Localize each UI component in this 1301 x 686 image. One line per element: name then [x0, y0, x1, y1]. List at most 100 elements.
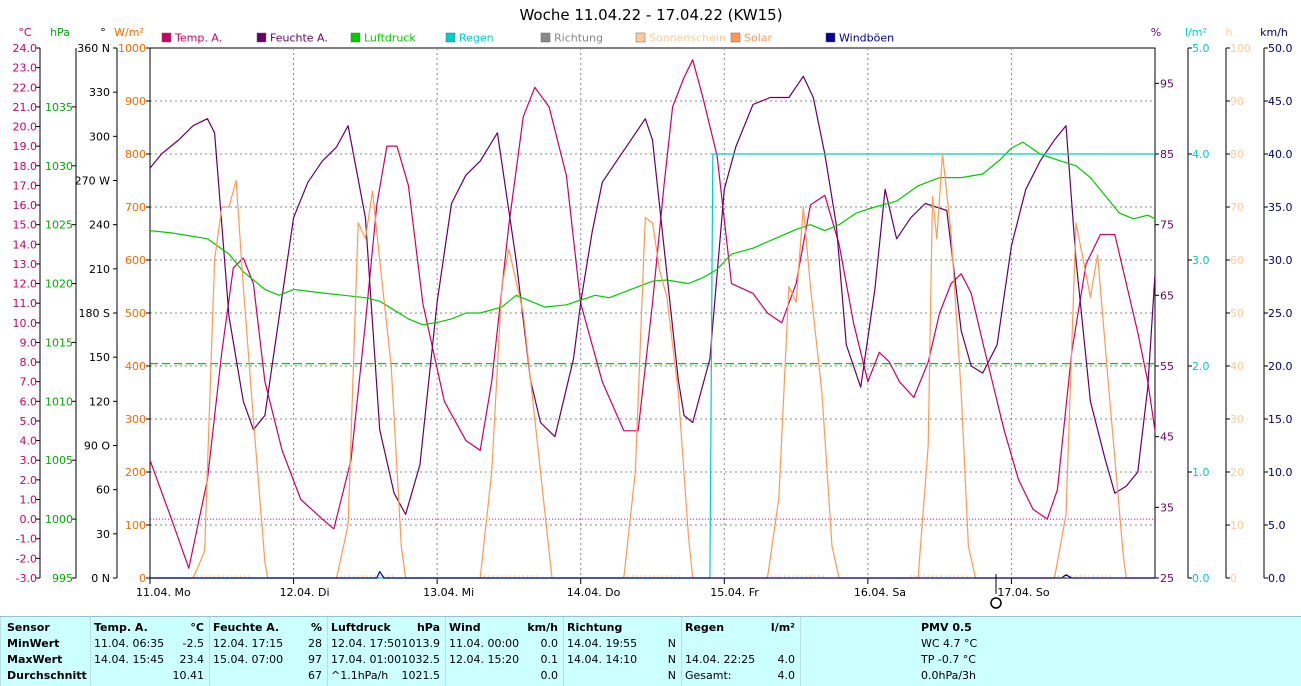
pressure-tick-label: 1000: [45, 513, 73, 526]
wind-tick-label: 10.0: [1268, 466, 1293, 479]
sunshine-tick-label: 70: [1230, 201, 1244, 214]
humidity-tick-label: 75: [1160, 219, 1174, 232]
stats-block: Luftdruck hPa 12.04. 17:50 1013.9 17.04. 01:…: [327, 617, 446, 686]
temp-tick-label: 12.0: [13, 278, 38, 291]
legend-swatch: [350, 32, 361, 43]
legend: Temp. A. Feuchte A. Luftdruck Regen Richtung…: [161, 32, 894, 45]
wind-tick-label: 50.0: [1268, 42, 1293, 55]
sunshine-tick-label: 60: [1230, 254, 1244, 267]
x-tick-label: 17.04. So: [997, 586, 1049, 599]
pressure-tick-label: 1015: [45, 336, 73, 349]
temp-tick-label: 13.0: [13, 258, 38, 271]
stats-block: Regen l/m² 14.04. 22:25 4.0 Gesamt: 4.0: [681, 617, 801, 686]
temp-tick-label: 10.0: [13, 317, 38, 330]
series-line-feuchte-a: [149, 75, 1156, 516]
stats-time: 14.04. 19:55: [567, 637, 638, 650]
rain-tick-label: 2.0: [1192, 360, 1210, 373]
stats-value: 4.0: [777, 653, 796, 666]
direction-unit-label: °: [100, 26, 106, 39]
stats-time: 12.04. 17:15: [213, 637, 284, 650]
stats-row-label: MaxWert: [7, 653, 63, 666]
solar-tick-label: 200: [125, 466, 146, 479]
legend-item: Feuchte A.: [256, 32, 328, 45]
temp-tick-label: 8.0: [20, 356, 38, 369]
stats-block: Temp. A. °C 11.04. 06:35 -2.5 14.04. 15:45 23…: [90, 617, 210, 686]
temp-unit-label: °C: [18, 26, 32, 39]
wind-tick-label: 15.0: [1268, 413, 1293, 426]
humidity-tick-label: 95: [1160, 77, 1174, 90]
sunshine-tick-label: 90: [1230, 95, 1244, 108]
sunshine-tick-label: 30: [1230, 413, 1244, 426]
sunshine-tick-label: 10: [1230, 519, 1244, 532]
solar-tick-label: 300: [125, 413, 146, 426]
stats-time: 14.04. 22:25: [685, 653, 756, 666]
sunshine-tick-label: 0: [1230, 572, 1237, 585]
temp-tick-label: 14.0: [13, 238, 38, 251]
legend-label: Temp. A.: [174, 32, 222, 45]
stats-time: ^1.1hPa/h: [331, 669, 389, 682]
stats-value: -2.5: [182, 637, 204, 650]
temp-tick-label: 15.0: [13, 219, 38, 232]
stats-row-label: MinWert: [7, 637, 60, 650]
chart-title: Woche 11.04.22 - 17.04.22 (KW15): [519, 6, 782, 24]
solar-tick-label: 1000: [118, 42, 146, 55]
stats-unit: hPa: [416, 621, 440, 634]
direction-tick-label: 60: [96, 484, 110, 497]
rain-tick-label: 1.0: [1192, 466, 1210, 479]
humidity-unit-label: %: [1151, 26, 1161, 39]
direction-tick-label: 180 S: [79, 307, 110, 320]
current-time-marker: [990, 574, 1002, 609]
temp-tick-label: 0.0: [20, 513, 38, 526]
legend-label: Windböen: [839, 32, 894, 45]
temp-tick-label: 9.0: [20, 336, 38, 349]
legend-item: Solar: [730, 32, 773, 45]
legend-label: Regen: [459, 32, 494, 45]
temp-tick-label: 18.0: [13, 160, 38, 173]
direction-tick-label: 240: [89, 219, 110, 232]
sunshine-tick-label: 80: [1230, 148, 1244, 161]
grid: [150, 48, 1155, 578]
stats-value: 1032.5: [401, 653, 441, 666]
wind-tick-label: 30.0: [1268, 254, 1293, 267]
stats-value: N: [667, 669, 676, 682]
x-tick-label: 12.04. Di: [280, 586, 330, 599]
legend-item: Windböen: [825, 32, 894, 45]
wind-tick-label: 5.0: [1268, 519, 1286, 532]
stats-value: 0.0: [540, 637, 559, 650]
sunshine-unit-label: h: [1226, 26, 1233, 39]
stats-value: N: [667, 653, 676, 666]
temp-tick-label: 20.0: [13, 121, 38, 134]
humidity-tick-label: 65: [1160, 289, 1174, 302]
temp-tick-label: 5.0: [20, 415, 38, 428]
wind-unit-label: km/h: [1260, 26, 1288, 39]
legend-label: Solar: [744, 32, 773, 45]
legend-item: Sonnenschein: [635, 32, 726, 45]
wind-tick-label: 35.0: [1268, 201, 1293, 214]
legend-swatch: [635, 32, 646, 43]
stats-unit: km/h: [527, 621, 558, 634]
direction-tick-label: 150: [89, 351, 110, 364]
direction-tick-label: 300: [89, 130, 110, 143]
temp-tick-label: 3.0: [20, 454, 38, 467]
wind-tick-label: 25.0: [1268, 307, 1293, 320]
stats-value: 10.41: [172, 669, 205, 682]
rain-tick-label: 5.0: [1192, 42, 1210, 55]
stats-time: 15.04. 07:00: [213, 653, 284, 666]
x-tick-label: 13.04. Mi: [423, 586, 474, 599]
series-line-windb-en: [150, 570, 1155, 579]
legend-label: Sonnenschein: [649, 32, 726, 45]
wind-tick-label: 0.0: [1268, 572, 1286, 585]
sunshine-tick-label: 20: [1230, 466, 1244, 479]
stats-time: 14.04. 14:10: [567, 653, 638, 666]
temp-tick-label: 16.0: [13, 199, 38, 212]
stats-time: Gesamt:: [685, 669, 732, 682]
legend-swatch: [445, 32, 456, 43]
sunshine-tick-label: 50: [1230, 307, 1244, 320]
stats-value: 28: [308, 637, 322, 650]
series-line-temp-a: [149, 59, 1156, 569]
legend-swatch: [825, 32, 836, 43]
pressure-tick-label: 1005: [45, 454, 73, 467]
solar-tick-label: 600: [125, 254, 146, 267]
solar-tick-label: 0: [139, 572, 146, 585]
humidity-tick-label: 25: [1160, 572, 1174, 585]
